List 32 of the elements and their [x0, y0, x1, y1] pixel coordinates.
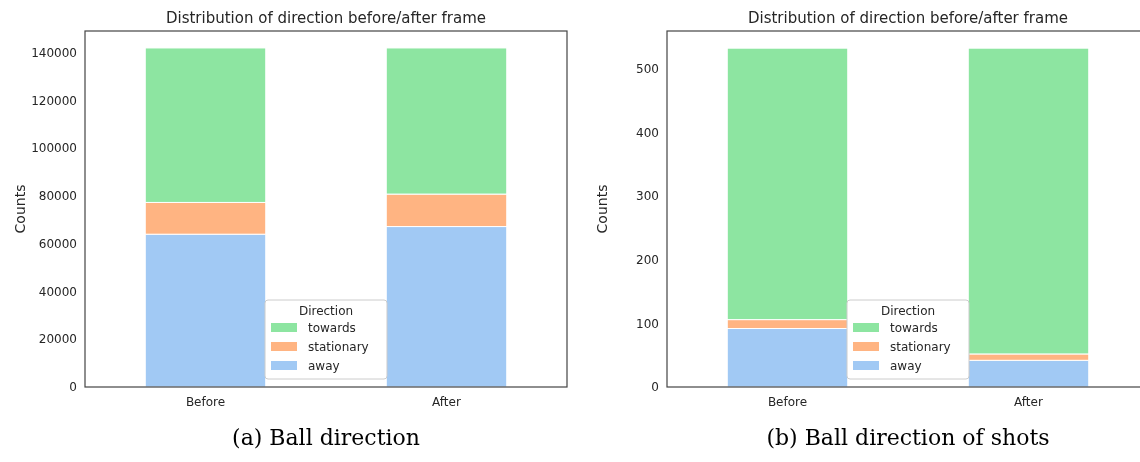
legend-title: Direction — [880, 304, 936, 318]
legend-label: towards — [890, 321, 938, 336]
legend-label: stationary — [890, 340, 951, 355]
y-tick-label: 60000 — [38, 236, 77, 251]
y-tick-label: 140000 — [31, 45, 77, 60]
text: (b) Ball direction of shots — [766, 425, 1050, 450]
y-tick-label: 20000 — [38, 332, 77, 347]
text: (a) Ball direction — [232, 425, 420, 450]
x-tick-label: Before — [185, 395, 226, 409]
legend-title: Direction — [298, 304, 354, 318]
y-tick-label: 300 — [636, 189, 659, 204]
legend-label: towards — [308, 321, 356, 336]
x-tick-label: Before — [767, 395, 808, 409]
legend-label: away — [890, 359, 922, 374]
y-tick-label: 0 — [69, 380, 77, 395]
y-tick-label: 200 — [636, 253, 659, 268]
x-tick-label: After — [1014, 395, 1043, 409]
legend-label: stationary — [308, 340, 369, 355]
chart-title: Distribution of direction before/after frame — [165, 9, 487, 27]
y-tick-label: 40000 — [38, 284, 77, 299]
x-tick-label: After — [432, 395, 461, 409]
y-tick-label: 100 — [636, 316, 659, 331]
y-tick-label: 500 — [636, 62, 659, 77]
y-tick-label: 100000 — [31, 141, 77, 156]
y-tick-label: 0 — [651, 380, 659, 395]
chart-title: Distribution of direction before/after frame — [747, 9, 1069, 27]
y-axis-title: Counts — [12, 184, 28, 234]
legend-label: away — [308, 359, 340, 374]
y-tick-label: 400 — [636, 125, 659, 140]
y-axis-title: Counts — [594, 184, 610, 234]
y-tick-label: 120000 — [31, 93, 77, 108]
y-tick-label: 80000 — [38, 189, 77, 204]
